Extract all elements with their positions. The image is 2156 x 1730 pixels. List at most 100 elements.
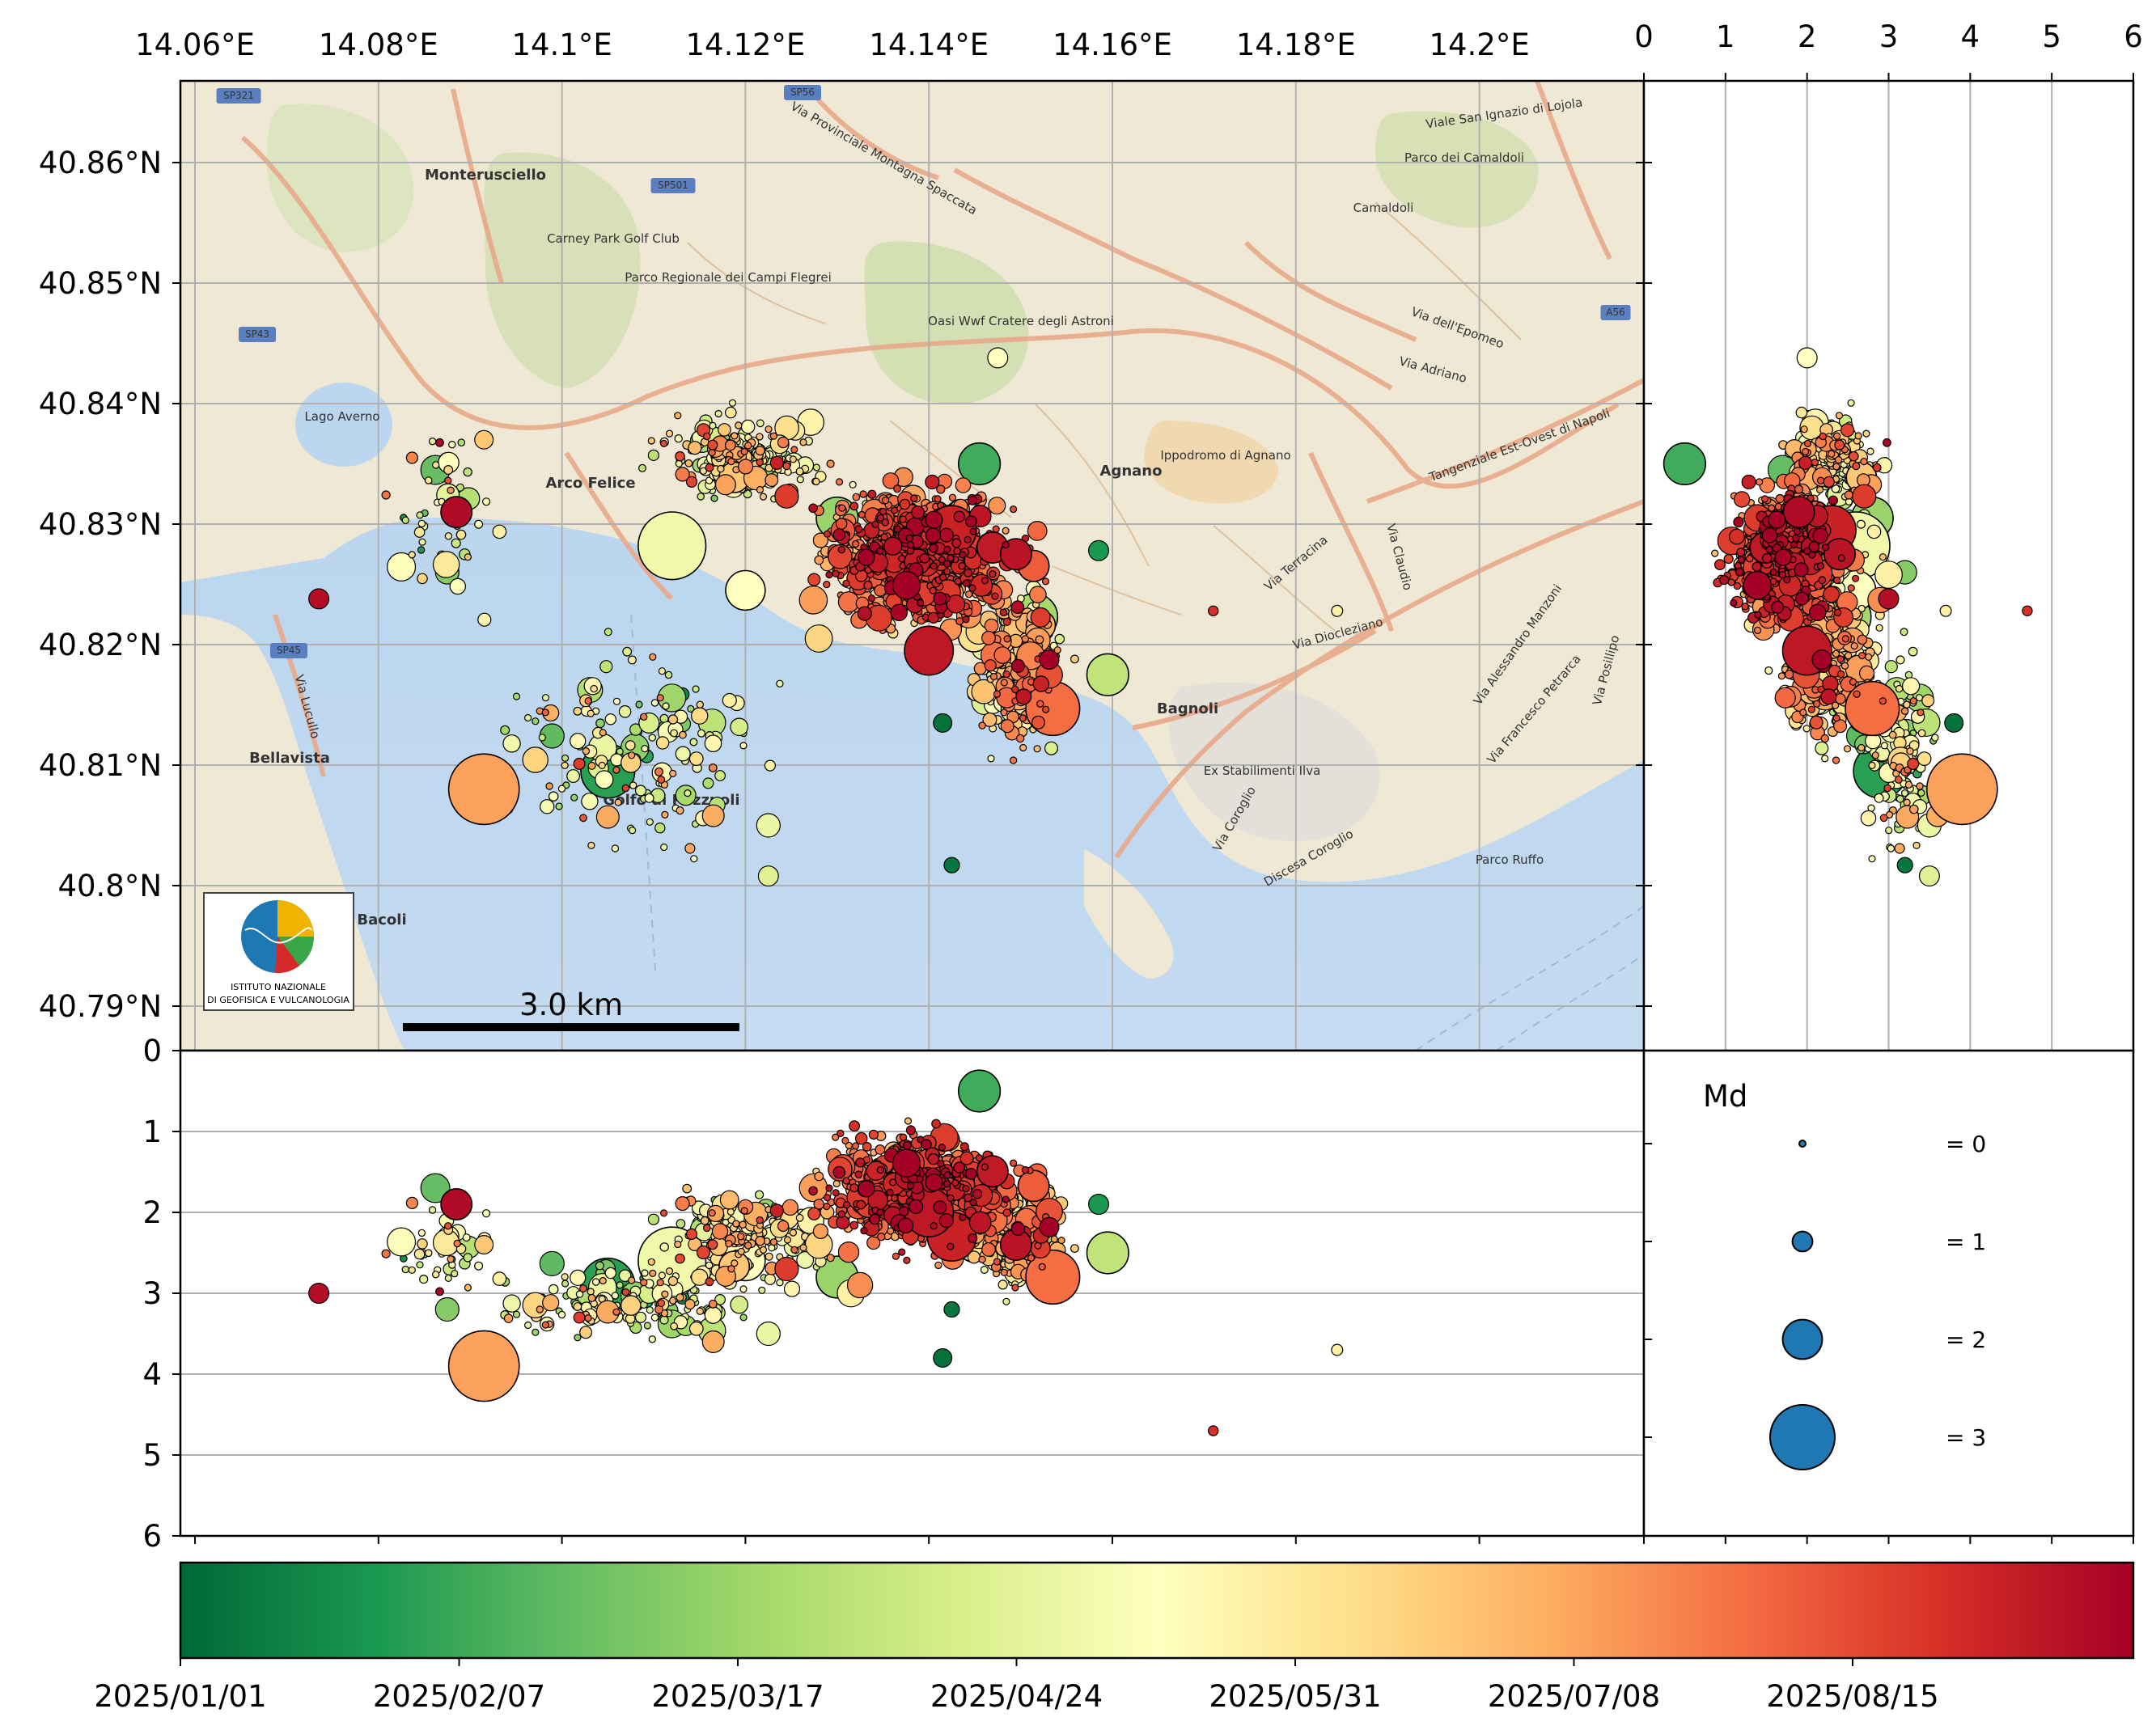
event-marker — [1768, 510, 1786, 529]
event-marker — [542, 1294, 560, 1312]
event-marker — [1771, 600, 1785, 614]
event-marker — [1903, 700, 1911, 708]
event-marker — [463, 1253, 472, 1263]
event-marker — [769, 432, 778, 440]
event-marker — [570, 733, 587, 750]
event-marker — [1009, 505, 1018, 514]
event-marker — [1086, 1231, 1129, 1275]
event-marker — [684, 843, 696, 854]
event-marker — [599, 660, 613, 674]
event-marker — [933, 1347, 953, 1368]
event-marker — [1663, 442, 1706, 486]
x-tick-label: 14.08°E — [319, 27, 438, 62]
event-marker — [756, 458, 764, 467]
event-marker — [634, 1311, 647, 1323]
event-marker — [980, 1265, 989, 1274]
event-marker — [1809, 715, 1823, 730]
event-marker — [432, 461, 440, 469]
event-marker — [968, 584, 976, 592]
event-marker — [993, 646, 1011, 664]
event-marker — [906, 547, 914, 555]
event-marker — [823, 530, 832, 538]
event-marker — [451, 1270, 459, 1278]
event-marker — [1917, 729, 1926, 738]
event-marker — [1820, 688, 1837, 705]
event-marker — [622, 646, 633, 657]
event-marker — [418, 538, 426, 546]
event-marker — [1858, 651, 1866, 660]
event-marker — [579, 1284, 587, 1292]
event-marker — [1868, 761, 1876, 770]
event-marker — [910, 494, 918, 502]
event-marker — [647, 449, 660, 462]
event-marker — [1888, 730, 1897, 739]
event-marker — [835, 478, 844, 486]
event-marker — [587, 709, 595, 717]
event-marker — [1803, 439, 1812, 448]
event-marker — [1907, 757, 1920, 770]
event-marker — [1713, 559, 1726, 570]
event-marker — [795, 1213, 804, 1222]
event-marker — [661, 1290, 669, 1298]
event-marker — [405, 451, 418, 464]
event-marker — [739, 1313, 748, 1322]
event-marker — [859, 490, 867, 498]
event-marker — [1733, 491, 1751, 508]
event-marker — [841, 1136, 849, 1145]
event-marker — [447, 753, 520, 826]
event-marker — [1837, 554, 1845, 562]
event-marker — [1756, 478, 1764, 486]
event-marker — [959, 551, 967, 559]
place-label: Bacoli — [357, 912, 406, 928]
event-marker — [1002, 1297, 1010, 1305]
place-label: Lago Averno — [304, 409, 379, 424]
event-marker — [448, 441, 456, 449]
globe-segment-icon — [275, 937, 299, 974]
event-marker — [660, 843, 668, 852]
event-marker — [561, 761, 569, 770]
event-marker — [1035, 635, 1044, 645]
event-marker — [1875, 624, 1883, 632]
event-marker — [724, 406, 737, 419]
event-marker — [654, 823, 666, 834]
event-marker — [1834, 439, 1845, 450]
event-marker — [936, 484, 946, 494]
event-marker — [890, 603, 909, 622]
event-marker — [661, 810, 669, 819]
event-marker — [1086, 653, 1129, 696]
event-marker — [691, 1268, 709, 1286]
event-marker — [709, 421, 717, 430]
event-marker — [574, 1334, 582, 1342]
event-marker — [1896, 857, 1913, 873]
event-marker — [1885, 827, 1893, 835]
event-marker — [1768, 504, 1776, 512]
event-marker — [595, 718, 605, 729]
event-marker — [536, 1305, 544, 1313]
event-marker — [587, 841, 595, 849]
event-marker — [832, 1133, 840, 1141]
event-marker — [727, 1265, 735, 1273]
sea — [180, 518, 1644, 1051]
event-marker — [1840, 662, 1849, 670]
event-marker — [862, 1141, 872, 1152]
event-marker — [1743, 571, 1772, 600]
event-marker — [462, 1233, 471, 1242]
event-marker — [1847, 399, 1855, 407]
event-marker — [1761, 527, 1778, 544]
ingv-logo: ISTITUTO NAZIONALE DI GEOFISICA E VULCAN… — [203, 892, 354, 1011]
place-label: SP56 — [790, 87, 815, 98]
event-marker — [704, 1306, 722, 1324]
event-marker — [1027, 1254, 1036, 1263]
event-marker — [696, 1307, 705, 1315]
minor-roads — [687, 201, 1522, 632]
event-marker — [874, 584, 887, 597]
event-marker — [667, 1275, 679, 1287]
event-marker — [474, 1234, 494, 1254]
globe-segment-icon — [277, 937, 314, 966]
event-marker — [649, 1269, 657, 1278]
event-marker — [691, 707, 709, 725]
event-marker — [938, 556, 947, 564]
event-marker — [1866, 447, 1874, 455]
event-marker — [1783, 576, 1791, 584]
